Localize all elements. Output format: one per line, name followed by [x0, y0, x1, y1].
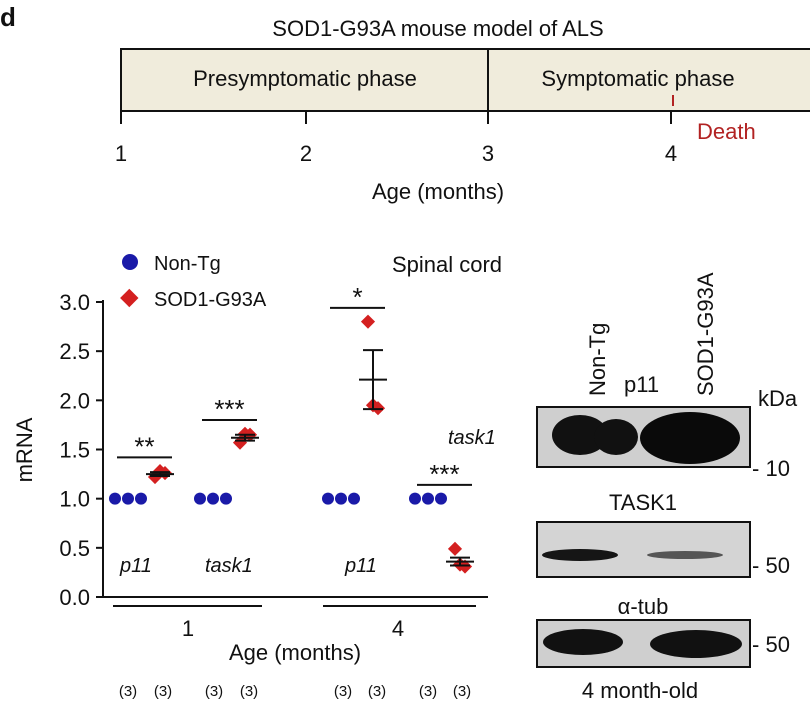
sample-size-label: (3) — [419, 683, 437, 700]
y-tick-label: 3.0 — [59, 290, 90, 315]
data-point-nontg — [207, 492, 219, 505]
sample-size-label: (3) — [334, 683, 352, 700]
data-point-nontg — [194, 492, 206, 505]
sample-size-label: (3) — [119, 683, 137, 700]
panel-label: d — [0, 2, 16, 32]
kda-unit-label: kDa — [758, 386, 798, 411]
legend-marker-sod1 — [120, 288, 139, 308]
blot-label-task1: TASK1 — [609, 490, 677, 515]
gene-label: p11 — [344, 555, 377, 577]
band — [640, 412, 740, 464]
blot-target-label-p11: p11 — [624, 372, 659, 397]
data-point-nontg — [409, 492, 421, 505]
data-point-nontg — [109, 492, 121, 505]
significance-stars: *** — [214, 394, 244, 424]
data-point-nontg — [220, 492, 232, 505]
age-group-label: 4 — [392, 616, 404, 641]
band — [552, 415, 608, 455]
chart-title: Spinal cord — [392, 252, 502, 277]
x-axis-label: Age (months) — [229, 640, 361, 665]
mw-marker: - 50 — [752, 632, 790, 657]
y-tick-label: 2.0 — [59, 388, 90, 413]
data-point-nontg — [435, 492, 447, 505]
data-point-nontg — [422, 492, 434, 505]
sample-size-label: (3) — [154, 683, 172, 700]
mw-marker: - 10 — [752, 456, 790, 481]
scatter-chart: Spinal cord Non-Tg SOD1-G93A mRNA 0.0 0.5… — [12, 252, 502, 700]
phase-symptomatic: Symptomatic phase — [541, 66, 734, 91]
legend-label-sod1: SOD1-G93A — [154, 289, 267, 311]
significance-stars: ** — [134, 431, 154, 461]
y-axis-label: mRNA — [12, 417, 37, 482]
timeline-tick-label: 3 — [482, 141, 494, 166]
data-point-sod1 — [447, 541, 463, 556]
timeline-box — [120, 48, 810, 112]
timeline-tick-label: 2 — [300, 141, 312, 166]
y-tick-label: 1.5 — [59, 438, 90, 463]
y-tick-label: 1.0 — [59, 487, 90, 512]
band — [542, 549, 618, 561]
sample-size-label: (3) — [205, 683, 223, 700]
significance-stars: *** — [429, 459, 459, 489]
lane-label-sod1: SOD1-G93A — [693, 272, 718, 396]
age-group-label: 1 — [182, 616, 194, 641]
western-blot: Non-Tg p11 SOD1-G93A kDa - 10 TASK1 - 50… — [536, 272, 798, 703]
lane-label-nontg: Non-Tg — [585, 323, 610, 396]
data-point-nontg — [135, 492, 147, 505]
timeline-xlabel: Age (months) — [372, 179, 504, 204]
gene-label: p11 — [119, 555, 152, 577]
blot-caption: 4 month-old — [582, 678, 698, 703]
gene-label: task1 — [448, 427, 496, 449]
data-point-sod1 — [360, 314, 376, 329]
sample-size-label: (3) — [240, 683, 258, 700]
blot-label-tubulin: α-tub — [618, 594, 669, 619]
data-point-nontg — [122, 492, 134, 505]
band — [647, 551, 723, 559]
data-point-nontg — [348, 492, 360, 505]
phase-presymptomatic: Presymptomatic phase — [193, 66, 417, 91]
y-tick-label: 0.5 — [59, 536, 90, 561]
data-point-nontg — [322, 492, 334, 505]
timeline-tick-label: 1 — [115, 141, 127, 166]
timeline-title: SOD1-G93A mouse model of ALS — [272, 16, 603, 41]
sample-size-label: (3) — [368, 683, 386, 700]
data-point-nontg — [335, 492, 347, 505]
timeline: SOD1-G93A mouse model of ALS Presymptoma… — [115, 16, 810, 204]
legend-marker-nontg — [122, 254, 138, 270]
gene-label: task1 — [205, 555, 253, 577]
significance-stars: * — [352, 282, 362, 312]
legend-label-nontg: Non-Tg — [154, 253, 221, 275]
death-label: Death — [697, 119, 756, 144]
band — [594, 419, 638, 455]
mw-marker: - 50 — [752, 553, 790, 578]
band — [543, 629, 623, 655]
timeline-tick-label: 4 — [665, 141, 677, 166]
band — [650, 630, 742, 658]
y-tick-label: 0.0 — [59, 585, 90, 610]
y-tick-label: 2.5 — [59, 339, 90, 364]
sample-size-label: (3) — [453, 683, 471, 700]
